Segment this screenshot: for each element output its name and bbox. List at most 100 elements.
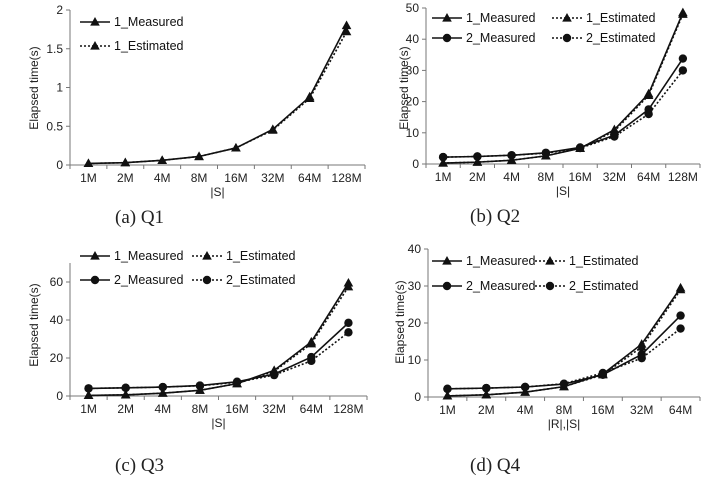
legend-marker [90, 251, 100, 260]
x-tick-label: 64M [669, 403, 692, 417]
y-tick-label: 0 [56, 158, 63, 172]
data-point [520, 382, 530, 392]
legend-entry: 1_Estimated [535, 254, 639, 268]
data-point [121, 383, 130, 393]
y-tick-label: 0.5 [46, 119, 63, 133]
legend-label: 1_Estimated [226, 249, 296, 263]
data-point [472, 157, 483, 166]
data-point [637, 353, 646, 363]
legend-label: 1_Measured [466, 254, 536, 268]
y-axis-label: Elapsed time(s) [397, 46, 411, 129]
y-tick-label: 40 [408, 242, 422, 256]
x-tick-label: 64M [300, 402, 323, 416]
panel-caption: (c) Q3 [115, 455, 164, 476]
data-point [678, 66, 688, 75]
data-point [83, 390, 94, 400]
x-tick-label: 32M [630, 403, 653, 417]
legend-label: 1_Estimated [586, 11, 656, 25]
x-axis-label: |S| [210, 185, 224, 199]
data-point [643, 90, 654, 99]
data-point [158, 388, 168, 397]
y-tick-label: 20 [406, 95, 420, 109]
legend-label: 1_Measured [114, 15, 184, 29]
series-line [88, 31, 348, 165]
chart-panel-2: 0 10 20 30 40 50 1M 2M 4M 8M 16M 32M 64M 128M |S| Elaps… [397, 1, 701, 227]
y-tick-label: 10 [406, 126, 420, 140]
data-point [506, 155, 517, 164]
y-tick-label: 40 [50, 313, 64, 327]
legend-entry: 2_Estimated [535, 279, 639, 293]
y-tick-label: 0 [56, 389, 63, 403]
data-point [676, 324, 685, 333]
legend-marker [202, 251, 212, 260]
data-point [269, 370, 279, 380]
x-tick-label: 16M [224, 171, 247, 185]
data-point [268, 125, 278, 134]
legend-entry: 1_Measured [80, 249, 184, 263]
data-point [343, 281, 354, 291]
y-tick-label: 1 [56, 81, 63, 95]
data-point [158, 382, 168, 392]
y-tick-label: 30 [408, 279, 422, 293]
x-tick-label: 8M [191, 171, 208, 185]
legend-label: 1_Measured [114, 249, 184, 263]
series-2_Estimated [438, 66, 688, 162]
x-tick-label: 8M [556, 403, 573, 417]
legend-label: 1_Estimated [114, 39, 184, 53]
chart-panel-1: 0 0.5 1 1.5 2 1M 2M 4M 8M 16M 32M 64M 128M |S| Elapsed… [27, 3, 366, 228]
x-tick-label: 32M [261, 171, 284, 185]
x-tick-label: 32M [263, 402, 286, 416]
panel-caption: (b) Q2 [470, 206, 520, 227]
legend-label: 2_Measured [114, 273, 184, 287]
data-point [636, 342, 647, 351]
data-point [481, 389, 492, 399]
panel-caption: (a) Q1 [115, 207, 164, 228]
legend-label: 1_Estimated [569, 254, 639, 268]
x-tick-label: 2M [117, 402, 134, 416]
data-point [341, 26, 352, 36]
data-point [575, 143, 585, 153]
series-line [88, 322, 349, 390]
legend-entry: 1_Estimated [80, 39, 184, 53]
series-line [443, 13, 684, 164]
x-tick-label: 8M [538, 170, 555, 184]
legend-label: 2_Estimated [586, 31, 656, 45]
legend-entry: 1_Estimated [192, 249, 296, 263]
x-tick-label: 128M [332, 171, 362, 185]
x-tick-label: 2M [117, 171, 134, 185]
data-point [541, 148, 551, 158]
legend-entry: 2_Measured [432, 31, 536, 45]
x-axis-label: |S| [211, 416, 225, 430]
data-point [232, 378, 242, 387]
y-tick-label: 50 [406, 1, 420, 15]
legend-marker [545, 256, 555, 265]
x-tick-label: 1M [435, 170, 452, 184]
data-point [675, 284, 686, 294]
x-tick-label: 16M [591, 403, 614, 417]
chart-panel-3: 0 20 40 60 1M 2M 4M 8M 16M 32M 64M 128M |S| Elapsed t… [27, 249, 368, 476]
data-point [157, 155, 167, 164]
series-line [88, 282, 350, 397]
x-tick-label: 16M [568, 170, 591, 184]
x-tick-label: 128M [333, 402, 363, 416]
legend-marker [545, 281, 555, 291]
y-axis-label: Elapsed time(s) [27, 283, 41, 366]
y-tick-label: 0 [412, 157, 419, 171]
series-2_Estimated [443, 324, 685, 394]
series-1_Measured [83, 277, 354, 400]
data-point [84, 384, 93, 393]
x-tick-label: 4M [154, 402, 171, 416]
legend-entry: 2_Estimated [552, 31, 656, 45]
x-axis-label: |R|,|S| [548, 417, 580, 431]
x-tick-label: 16M [225, 402, 248, 416]
data-point [507, 151, 516, 160]
legend-marker [90, 17, 100, 26]
series-2_Measured [84, 318, 353, 393]
legend-marker [442, 13, 452, 22]
x-tick-label: 2M [469, 170, 486, 184]
y-tick-label: 40 [406, 32, 420, 46]
data-point [443, 384, 452, 394]
data-point [304, 93, 315, 102]
panel-caption: (d) Q4 [470, 455, 521, 476]
